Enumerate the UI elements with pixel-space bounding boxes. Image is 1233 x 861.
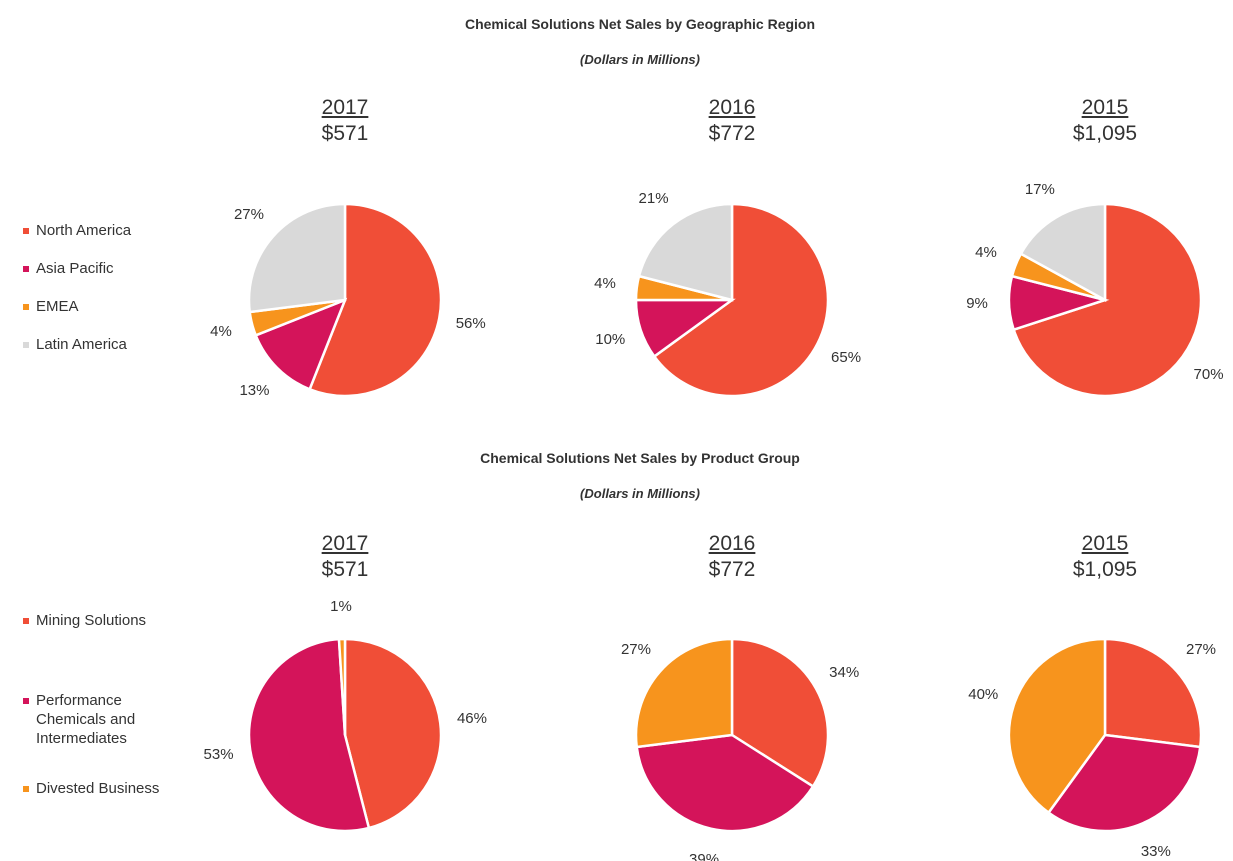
pie-slice (1046, 733, 1202, 833)
legend-swatch (23, 304, 29, 310)
slice-label: 13% (239, 381, 270, 399)
legend-swatch (23, 342, 29, 348)
section-title: Chemical Solutions Net Sales by Product … (480, 450, 800, 466)
slice-label: 39% (689, 850, 720, 861)
pie-subtitle: $1,095 (1072, 122, 1138, 145)
pie-title: 2017 (321, 532, 369, 555)
legend-swatch (23, 786, 29, 792)
legend-entry: EMEA (20, 297, 186, 316)
slice-label: 27% (233, 206, 264, 224)
legend-entry: Divested Business (20, 779, 186, 798)
pie-slice (634, 637, 734, 749)
slice-label: 56% (455, 314, 486, 332)
slice-label: 4% (594, 274, 616, 292)
slice-label: 27% (620, 641, 651, 659)
pie-slice (247, 637, 371, 833)
slice-label: 4% (975, 243, 997, 261)
pie-slice (635, 733, 815, 833)
pie (634, 202, 830, 398)
pie-subtitle: $772 (708, 122, 756, 145)
slice-label: 46% (456, 709, 487, 727)
pie-slice (652, 202, 830, 398)
pie-slice (637, 202, 734, 302)
pie-title: 2016 (708, 96, 756, 119)
slice-label: 1% (330, 598, 352, 616)
legend-entry: North America (20, 221, 186, 240)
slice-label: 10% (595, 330, 626, 348)
slice-label: 17% (1024, 180, 1055, 198)
pie-slice (1007, 637, 1107, 815)
pie-subtitle: $571 (321, 558, 369, 581)
slice-label: 34% (829, 664, 860, 682)
pie-subtitle: $772 (708, 558, 756, 581)
slice-label: 70% (1193, 366, 1224, 384)
pie-slice (254, 297, 348, 391)
legend-entry: Latin America (20, 335, 186, 354)
slice-label: 9% (966, 295, 988, 313)
pie-title: 2015 (1081, 96, 1129, 119)
pie-slice (308, 202, 443, 398)
slice-label: 21% (638, 189, 669, 207)
section-title: Chemical Solutions Net Sales by Geograph… (464, 16, 816, 32)
pie-subtitle: $571 (321, 122, 369, 145)
pie-slice (337, 637, 347, 736)
pie (247, 637, 443, 833)
slice-label: 27% (1185, 641, 1217, 659)
legend-swatch (23, 698, 29, 704)
legend-swatch (23, 618, 29, 624)
pie-slice (343, 637, 443, 830)
slice-label: 4% (210, 322, 232, 340)
pie (1007, 202, 1203, 398)
pie-title: 2015 (1081, 532, 1129, 555)
pie-slice (1103, 637, 1203, 749)
slice-label: 33% (1140, 843, 1171, 861)
legend-swatch (23, 228, 29, 234)
pie (1007, 637, 1203, 833)
section-subtitle: (Dollars in Millions) (580, 486, 700, 501)
pie-title: 2017 (321, 96, 369, 119)
section-subtitle: (Dollars in Millions) (580, 52, 700, 67)
slice-label: 53% (203, 746, 234, 764)
pie-slice (1019, 202, 1107, 303)
pie (634, 637, 830, 833)
legend-entry: Performance Chemicals and Intermediates (20, 691, 186, 748)
legend-entry: Asia Pacific (20, 259, 186, 278)
pie-title: 2016 (708, 532, 756, 555)
legend-swatch (23, 266, 29, 272)
pie-slice (247, 202, 347, 314)
slice-label: 65% (831, 349, 862, 367)
legend-entry: Mining Solutions (20, 611, 186, 630)
pie (247, 202, 443, 398)
pie-subtitle: $1,095 (1072, 558, 1138, 581)
slice-label: 40% (968, 686, 999, 704)
